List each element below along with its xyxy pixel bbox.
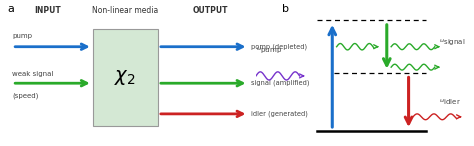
Text: a: a (7, 4, 14, 14)
Text: signal (amplified): signal (amplified) (251, 80, 310, 86)
Text: idler (generated): idler (generated) (251, 111, 308, 117)
Text: Non-linear media: Non-linear media (92, 6, 158, 15)
Text: INPUT: INPUT (34, 6, 61, 15)
Text: weak signal: weak signal (12, 71, 54, 77)
Text: (speed): (speed) (12, 93, 39, 99)
Text: pump: pump (12, 33, 32, 39)
Text: OUTPUT: OUTPUT (193, 6, 228, 15)
Text: $\chi_2$: $\chi_2$ (115, 68, 136, 87)
Text: $^{\omega}$signal: $^{\omega}$signal (439, 38, 465, 49)
Text: $^{\omega}$idler: $^{\omega}$idler (439, 97, 461, 107)
Text: pomp (depleted): pomp (depleted) (251, 44, 307, 50)
Text: $^{\omega}$pump: $^{\omega}$pump (256, 46, 282, 57)
Text: b: b (282, 4, 289, 14)
FancyBboxPatch shape (92, 29, 158, 126)
